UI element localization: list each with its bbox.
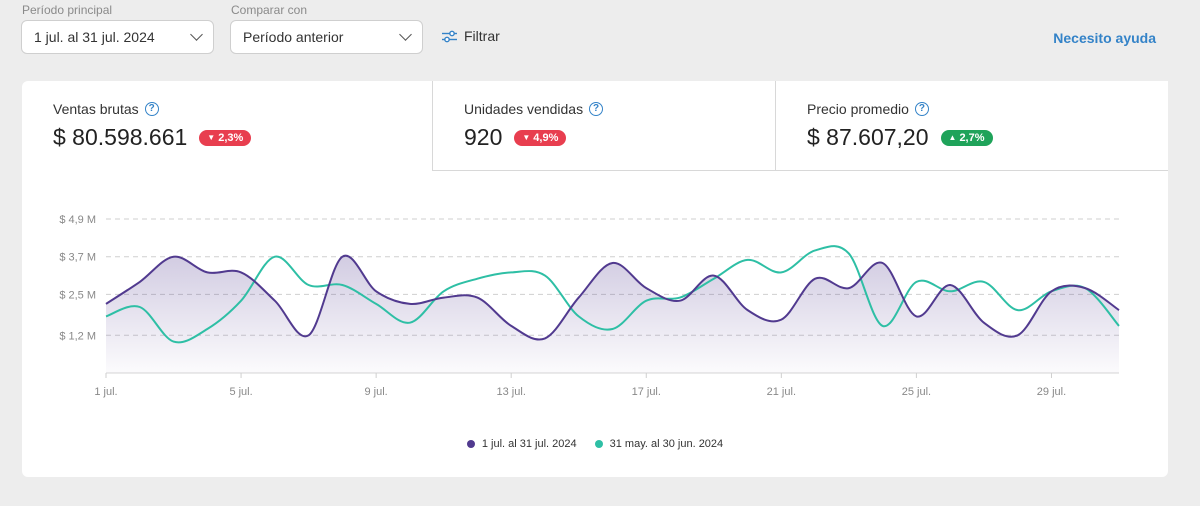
- chart-line-layer: [105, 245, 1120, 344]
- chart-legend: 1 jul. al 31 jul. 2024 31 may. al 30 jun…: [22, 438, 1168, 450]
- kpi-value: $ 87.607,20: [807, 124, 929, 150]
- x-tick-label: 5 jul.: [229, 386, 252, 398]
- chevron-down-icon: [190, 28, 203, 41]
- x-tick-label: 25 jul.: [902, 386, 931, 398]
- x-tick-label: 29 jul.: [1037, 386, 1066, 398]
- legend-item-previous[interactable]: 31 may. al 30 jun. 2024: [594, 438, 724, 450]
- change-value: 2,3%: [218, 131, 244, 144]
- change-badge: ▼ 2,3%: [199, 129, 252, 146]
- help-icon[interactable]: ?: [144, 102, 159, 116]
- main-period-select[interactable]: 1 jul. al 31 jul. 2024: [21, 20, 214, 54]
- tab-gross-sales[interactable]: Ventas brutas ? $ 80.598.661 ▼ 2,3%: [22, 81, 432, 171]
- change-value: 2,7%: [959, 131, 985, 144]
- legend-dot-icon: [466, 440, 475, 448]
- kpi-title: Precio promedio: [807, 101, 909, 117]
- tab-units-sold[interactable]: Unidades vendidas ? 920 ▼ 4,9%: [432, 81, 775, 171]
- triangle-up-icon: ▲: [948, 133, 957, 142]
- tab-average-price[interactable]: Precio promedio ? $ 87.607,20 ▲ 2,7%: [775, 81, 1168, 171]
- chevron-down-icon: [399, 28, 412, 41]
- legend-label: 31 may. al 30 jun. 2024: [609, 438, 724, 450]
- chart-label-layer: $ 1,2 M $ 2,5 M $ 3,7 M $ 4,9 M 1 jul. 5 jul.…: [59, 214, 1066, 398]
- legend-item-current[interactable]: 1 jul. al 31 jul. 2024: [466, 438, 577, 450]
- metrics-card: Ventas brutas ? $ 80.598.661 ▼ 2,3% Unida…: [22, 81, 1168, 477]
- legend-label: 1 jul. al 31 jul. 2024: [481, 438, 577, 450]
- main-period-label: Período principal: [22, 3, 113, 17]
- x-tick-label: 13 jul.: [497, 386, 526, 398]
- sliders-icon: [442, 30, 457, 42]
- change-value: 4,9%: [533, 131, 559, 144]
- compare-value: Período anterior: [243, 29, 344, 45]
- kpi-value: 920: [464, 124, 503, 150]
- kpi-value: $ 80.598.661: [53, 124, 188, 150]
- y-tick-label: $ 4,9 M: [59, 214, 96, 226]
- filter-button[interactable]: Filtrar: [442, 28, 500, 44]
- series-line-previous: [105, 245, 1120, 344]
- x-tick-label: 17 jul.: [632, 386, 661, 398]
- compare-select[interactable]: Período anterior: [230, 20, 423, 54]
- series-line-current: [105, 254, 1120, 341]
- kpi-tabs: Ventas brutas ? $ 80.598.661 ▼ 2,3% Unida…: [22, 81, 1168, 171]
- change-badge: ▼ 4,9%: [514, 129, 567, 146]
- main-period-value: 1 jul. al 31 jul. 2024: [34, 29, 155, 45]
- chart-area-layer: [106, 255, 1119, 373]
- y-tick-label: $ 3,7 M: [59, 252, 96, 264]
- filter-label: Filtrar: [464, 28, 500, 44]
- triangle-down-icon: ▼: [207, 133, 216, 142]
- y-tick-label: $ 2,5 M: [59, 289, 96, 301]
- legend-dot-icon: [594, 440, 603, 448]
- help-icon[interactable]: ?: [589, 102, 604, 116]
- x-tick-label: 21 jul.: [767, 386, 796, 398]
- change-badge: ▲ 2,7%: [940, 129, 993, 146]
- y-tick-label: $ 1,2 M: [59, 330, 96, 342]
- x-tick-label: 1 jul.: [94, 386, 117, 398]
- x-tick-label: 9 jul.: [365, 386, 388, 398]
- help-icon[interactable]: ?: [914, 102, 929, 116]
- sales-chart: $ 1,2 M $ 2,5 M $ 3,7 M $ 4,9 M 1 jul. 5 jul.…: [59, 214, 1120, 398]
- series-area-current: [106, 255, 1119, 373]
- help-link[interactable]: Necesito ayuda: [1053, 30, 1156, 46]
- triangle-down-icon: ▼: [522, 133, 531, 142]
- kpi-title: Unidades vendidas: [464, 101, 584, 117]
- compare-label: Comparar con: [231, 3, 308, 17]
- kpi-title: Ventas brutas: [53, 101, 139, 117]
